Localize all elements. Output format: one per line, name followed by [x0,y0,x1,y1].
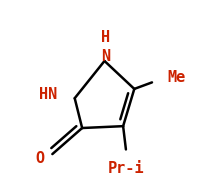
Text: Me: Me [168,70,186,85]
Text: N: N [101,49,110,64]
Text: H: H [101,30,110,45]
Text: HN: HN [39,87,57,102]
Text: O: O [36,151,45,166]
Text: Pr-i: Pr-i [108,161,144,176]
